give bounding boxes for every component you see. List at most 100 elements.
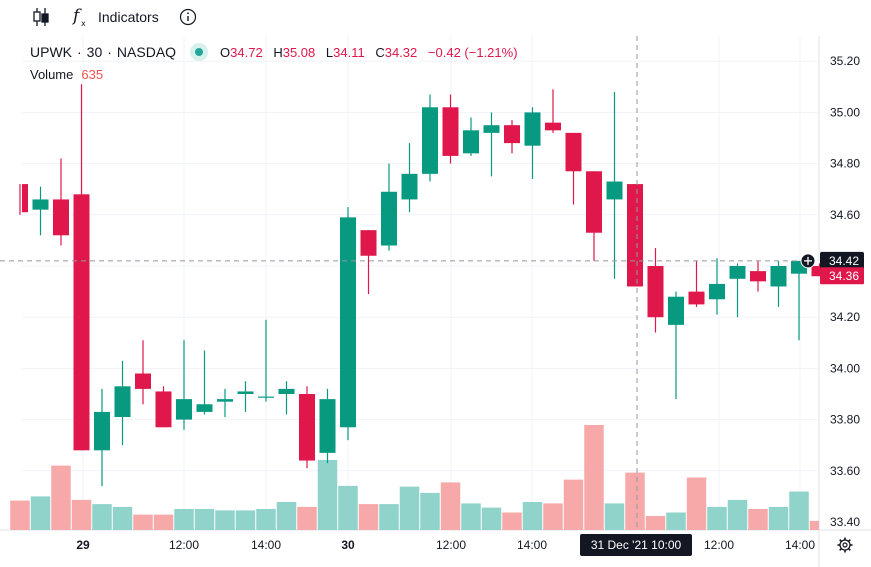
svg-text:f: f bbox=[72, 6, 82, 26]
candle bbox=[176, 340, 192, 430]
candle-body bbox=[770, 266, 787, 287]
candle-body bbox=[422, 107, 438, 174]
volume-bar bbox=[92, 504, 112, 530]
volume-bar bbox=[440, 482, 461, 530]
volume-bar bbox=[707, 506, 727, 530]
market-status-dot bbox=[190, 43, 209, 61]
candle-body bbox=[401, 173, 418, 200]
candle-body bbox=[299, 394, 315, 461]
candle bbox=[299, 386, 315, 469]
volume-bar bbox=[809, 520, 819, 530]
candle bbox=[750, 260, 766, 292]
price-tick-label: 33.60 bbox=[830, 464, 860, 478]
volume-bar bbox=[481, 507, 502, 530]
time-tick-label: 30 bbox=[341, 538, 355, 552]
volume-bar bbox=[10, 500, 30, 530]
candle bbox=[237, 381, 254, 412]
volume-bar bbox=[51, 465, 71, 530]
settings-gear-icon[interactable] bbox=[837, 537, 853, 553]
volume-bar bbox=[522, 502, 543, 530]
open-value: 34.72 bbox=[230, 44, 263, 60]
chart-type-button[interactable] bbox=[32, 4, 50, 30]
candle-body bbox=[729, 266, 746, 279]
volume-bar bbox=[768, 506, 789, 530]
candle-body bbox=[22, 184, 28, 213]
crosshair-time-bg bbox=[580, 534, 692, 556]
volume-bar bbox=[276, 502, 297, 530]
time-axis[interactable]: 29 12:00 14:00 30 12:00 14:00 12:00 14:00 31 Dec… bbox=[76, 534, 853, 556]
volume-bar bbox=[174, 509, 194, 530]
volume-bar bbox=[563, 479, 584, 530]
info-button[interactable] bbox=[179, 4, 197, 30]
function-icon: f x bbox=[72, 6, 86, 28]
volume-bar bbox=[604, 503, 625, 530]
top-toolbar: f x Indicators bbox=[0, 0, 871, 34]
candle bbox=[114, 360, 131, 446]
volume-bar bbox=[256, 509, 276, 530]
candle-body bbox=[668, 296, 684, 325]
volume-bar bbox=[543, 503, 563, 530]
volume-bar bbox=[461, 503, 481, 530]
volume-bar bbox=[584, 425, 604, 530]
candle-body bbox=[278, 388, 295, 394]
symbol-interval: 30 bbox=[86, 44, 103, 60]
volume-bar bbox=[235, 510, 256, 530]
price-tick-label: 34.60 bbox=[830, 208, 860, 222]
candle-body bbox=[565, 132, 582, 172]
candle-body bbox=[135, 373, 151, 389]
candle bbox=[791, 260, 807, 341]
volume-bar bbox=[338, 485, 358, 530]
candle-body bbox=[53, 199, 69, 236]
symbol-name[interactable]: UPWK bbox=[30, 44, 72, 60]
volume-bar bbox=[215, 510, 235, 530]
indicators-button[interactable]: f x Indicators bbox=[72, 4, 159, 30]
last-price-bg bbox=[820, 267, 864, 285]
volume-bar bbox=[194, 509, 215, 530]
candle-body bbox=[340, 217, 356, 428]
candle-body bbox=[750, 271, 766, 282]
candle bbox=[586, 171, 602, 261]
volume-bar bbox=[420, 492, 440, 530]
price-axis[interactable]: 35.2035.0034.8034.6034.4034.2034.0033.80… bbox=[820, 54, 864, 529]
candle-body bbox=[155, 391, 172, 428]
crosshair-plus-icon[interactable] bbox=[800, 253, 816, 269]
candle bbox=[647, 248, 664, 333]
time-tick-label: 29 bbox=[76, 538, 90, 552]
close-value: 34.32 bbox=[384, 44, 418, 60]
ohlc-values: O34.72 H35.08 L34.11 C34.32 −0.42 (−1.21… bbox=[220, 44, 518, 60]
candle-body bbox=[688, 291, 705, 305]
candle-body bbox=[217, 399, 233, 402]
candlestick-icon bbox=[33, 8, 49, 26]
candle-body bbox=[463, 130, 479, 154]
change-value: −0.42 (−1.21%) bbox=[427, 44, 518, 60]
candle bbox=[422, 94, 438, 182]
volume-value: 635 bbox=[81, 67, 104, 82]
price-tick-label: 33.40 bbox=[830, 515, 860, 529]
volume-legend: Volume 635 bbox=[30, 67, 103, 82]
volume-bar bbox=[399, 486, 420, 530]
candle-body bbox=[94, 411, 110, 451]
candle-body bbox=[114, 386, 131, 418]
candle bbox=[811, 263, 821, 277]
candle bbox=[668, 291, 684, 400]
candle bbox=[360, 230, 377, 295]
candle bbox=[319, 388, 336, 464]
candle bbox=[627, 184, 643, 287]
volume-bar bbox=[727, 499, 748, 530]
candle bbox=[135, 340, 151, 405]
volume-bar bbox=[625, 472, 645, 530]
candle bbox=[258, 319, 274, 402]
candles bbox=[19, 84, 821, 487]
volume-bar bbox=[297, 506, 317, 530]
crosshair-time-label: 31 Dec '21 10:00 bbox=[591, 538, 682, 552]
candle-body bbox=[73, 194, 90, 451]
candle bbox=[94, 388, 110, 487]
candle-body bbox=[381, 191, 397, 246]
high-value: 35.08 bbox=[282, 44, 316, 60]
candle bbox=[32, 186, 49, 236]
volume-bar bbox=[317, 460, 338, 530]
candle bbox=[565, 132, 582, 205]
candle bbox=[73, 84, 90, 451]
price-tick-label: 34.00 bbox=[830, 361, 860, 375]
